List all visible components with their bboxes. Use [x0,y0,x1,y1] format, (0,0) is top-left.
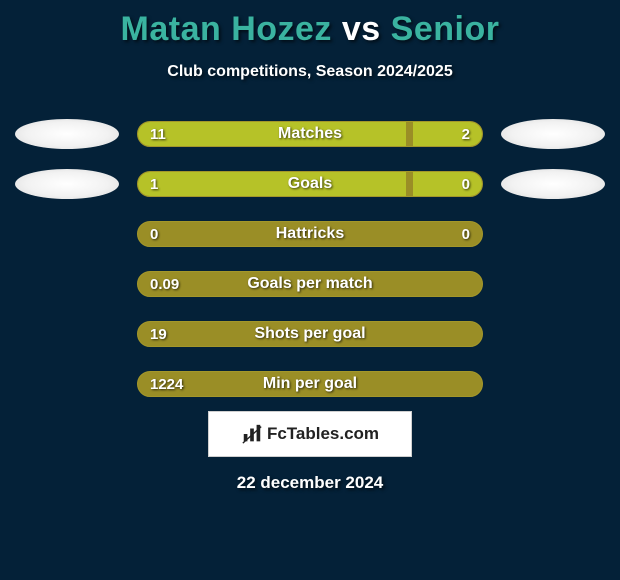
stat-value-right: 0 [462,176,470,193]
comparison-infographic: Matan Hozez vs Senior Club competitions,… [0,0,620,493]
spacer [501,369,605,399]
stat-label: Shots per goal [138,325,482,343]
vs-text: vs [342,10,381,48]
stat-row: 1Goals0 [0,169,620,199]
player1-marker [15,119,119,149]
stat-rows: 11Matches21Goals00Hattricks00.09Goals pe… [0,119,620,399]
player1-marker [15,169,119,199]
page-title: Matan Hozez vs Senior [121,10,500,49]
stat-bar: 19Shots per goal [137,321,483,347]
stat-row: 19Shots per goal [0,319,620,349]
stat-label: Goals per match [138,275,482,293]
stat-bar: 1Goals0 [137,171,483,197]
source-badge[interactable]: FcTables.com [208,411,412,457]
stat-bar: 11Matches2 [137,121,483,147]
stat-row: 0.09Goals per match [0,269,620,299]
stat-label: Goals [138,175,482,193]
player2-marker [501,119,605,149]
spacer [15,219,119,249]
date: 22 december 2024 [237,473,384,493]
stat-label: Min per goal [138,375,482,393]
spacer [15,369,119,399]
spacer [501,269,605,299]
spacer [15,269,119,299]
stat-bar: 1224Min per goal [137,371,483,397]
spacer [501,219,605,249]
stat-label: Hattricks [138,225,482,243]
stat-label: Matches [138,125,482,143]
bar-chart-icon [241,423,263,445]
stat-row: 1224Min per goal [0,369,620,399]
player2-name: Senior [391,10,500,48]
stat-bar: 0Hattricks0 [137,221,483,247]
subtitle: Club competitions, Season 2024/2025 [167,63,452,81]
stat-value-right: 0 [462,226,470,243]
spacer [501,319,605,349]
player2-marker [501,169,605,199]
stat-row: 0Hattricks0 [0,219,620,249]
stat-value-right: 2 [462,126,470,143]
stat-row: 11Matches2 [0,119,620,149]
stat-bar: 0.09Goals per match [137,271,483,297]
spacer [15,319,119,349]
player1-name: Matan Hozez [121,10,332,48]
source-text: FcTables.com [267,424,379,444]
